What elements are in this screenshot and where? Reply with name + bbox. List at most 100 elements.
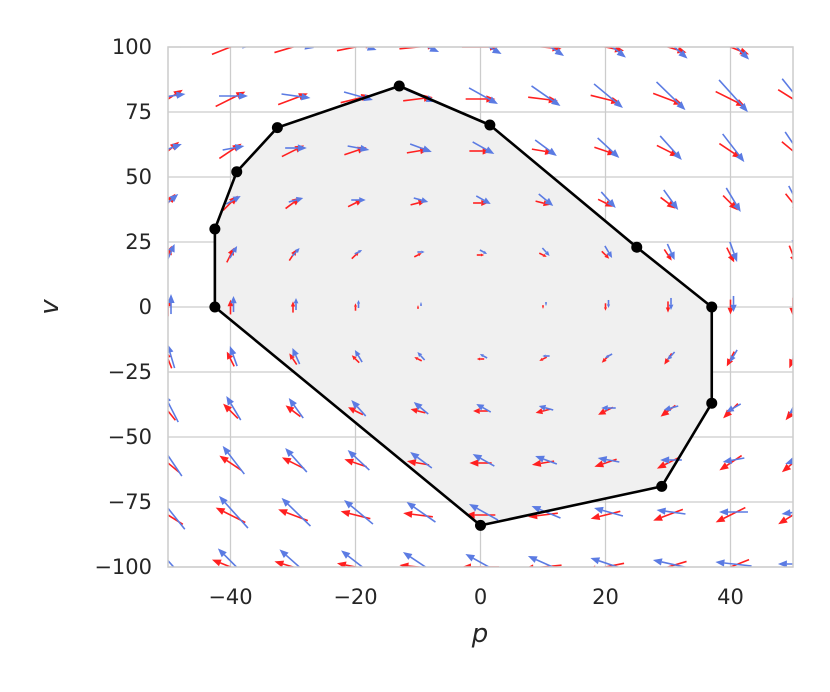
region-fill <box>214 86 712 526</box>
blue-vector <box>655 81 686 111</box>
blue-vector <box>465 553 491 567</box>
blue-vector <box>656 507 686 515</box>
red-vector <box>476 357 485 361</box>
blue-vector <box>542 354 550 358</box>
blue-vector <box>468 87 498 105</box>
blue-vector <box>545 301 547 307</box>
blue-vector <box>479 353 488 359</box>
red-vector <box>781 141 793 153</box>
region-vertex <box>209 301 221 313</box>
x-tick-label: 20 <box>592 585 619 609</box>
red-vector <box>410 407 426 414</box>
blue-vector <box>781 509 793 517</box>
blue-vector <box>668 297 674 311</box>
y-tick-label: 50 <box>125 165 152 189</box>
blue-vector <box>417 351 426 361</box>
blue-vector <box>785 457 793 465</box>
region-vertex <box>271 122 283 134</box>
x-tick-label: 40 <box>717 585 744 609</box>
red-vector <box>656 456 680 469</box>
red-vector <box>413 253 422 258</box>
blue-vector <box>600 191 616 209</box>
blue-vector <box>285 447 308 473</box>
blue-vector <box>722 133 745 163</box>
red-vector <box>336 561 360 567</box>
y-tick-label: 100 <box>112 35 152 59</box>
red-vector <box>653 508 684 521</box>
red-vector <box>289 353 298 366</box>
x-tick-label: 0 <box>474 585 487 609</box>
region-vertex <box>231 166 243 178</box>
blue-vector <box>292 347 301 365</box>
blue-vector <box>420 301 422 307</box>
blue-vector <box>611 47 626 58</box>
blue-vector <box>472 141 495 155</box>
blue-vector <box>725 187 741 213</box>
plot-frame <box>167 46 794 568</box>
y-tick-label: −50 <box>108 425 152 449</box>
red-vector <box>601 250 610 259</box>
y-tick-label: 25 <box>125 230 152 254</box>
blue-vector <box>293 297 299 311</box>
blue-vector <box>217 548 238 567</box>
blue-vector <box>469 503 499 521</box>
blue-vector <box>531 85 561 107</box>
blue-vector <box>541 247 550 257</box>
y-tick-label: −100 <box>94 555 152 579</box>
blue-vector <box>288 196 304 203</box>
blue-vector <box>226 395 242 421</box>
blue-vector <box>590 557 621 567</box>
red-vector <box>777 89 793 100</box>
blue-vector <box>729 241 738 263</box>
blue-vector <box>229 345 238 367</box>
blue-vector <box>351 399 367 417</box>
red-vector <box>226 351 235 367</box>
red-vector <box>414 357 423 362</box>
blue-vector <box>288 397 304 419</box>
blue-vector <box>666 243 675 261</box>
blue-vector <box>413 401 429 415</box>
red-vector <box>781 461 793 473</box>
blue-vector <box>291 247 300 257</box>
blue-vector <box>168 91 186 99</box>
blue-vector <box>730 295 737 313</box>
red-vector <box>476 253 485 257</box>
blue-vector <box>168 143 182 151</box>
region-vertex <box>475 519 486 531</box>
region-vertex <box>706 301 718 313</box>
red-vector <box>351 355 360 364</box>
red-vector <box>417 305 419 309</box>
blue-vector <box>475 195 491 205</box>
blue-vector <box>406 501 436 523</box>
blue-vector <box>718 79 748 113</box>
region-vertex <box>209 223 221 235</box>
blue-vector <box>604 245 613 259</box>
red-vector <box>665 301 671 313</box>
region-outline <box>213 84 714 527</box>
blue-vector <box>667 351 676 361</box>
blue-vector <box>364 47 377 51</box>
red-vector <box>542 305 544 309</box>
blue-vector <box>222 144 245 152</box>
invariant-region <box>214 86 712 526</box>
blue-vector <box>229 245 238 259</box>
blue-vector <box>351 197 366 203</box>
blue-vector <box>777 560 793 567</box>
y-tick-label: 75 <box>125 100 152 124</box>
blue-vector <box>472 453 495 467</box>
region-vertex <box>706 397 718 409</box>
blue-vector <box>230 295 237 313</box>
blue-vector <box>660 456 682 464</box>
blue-vector <box>715 559 752 567</box>
blue-vector <box>285 144 307 152</box>
blue-vector <box>604 353 613 359</box>
red-vector <box>219 455 243 472</box>
blue-vector <box>594 506 624 517</box>
blue-vector <box>535 455 558 465</box>
red-vector <box>211 559 233 567</box>
red-vector <box>789 356 793 369</box>
blue-vector <box>219 92 248 100</box>
red-vector <box>403 510 433 518</box>
red-vector <box>539 356 548 361</box>
